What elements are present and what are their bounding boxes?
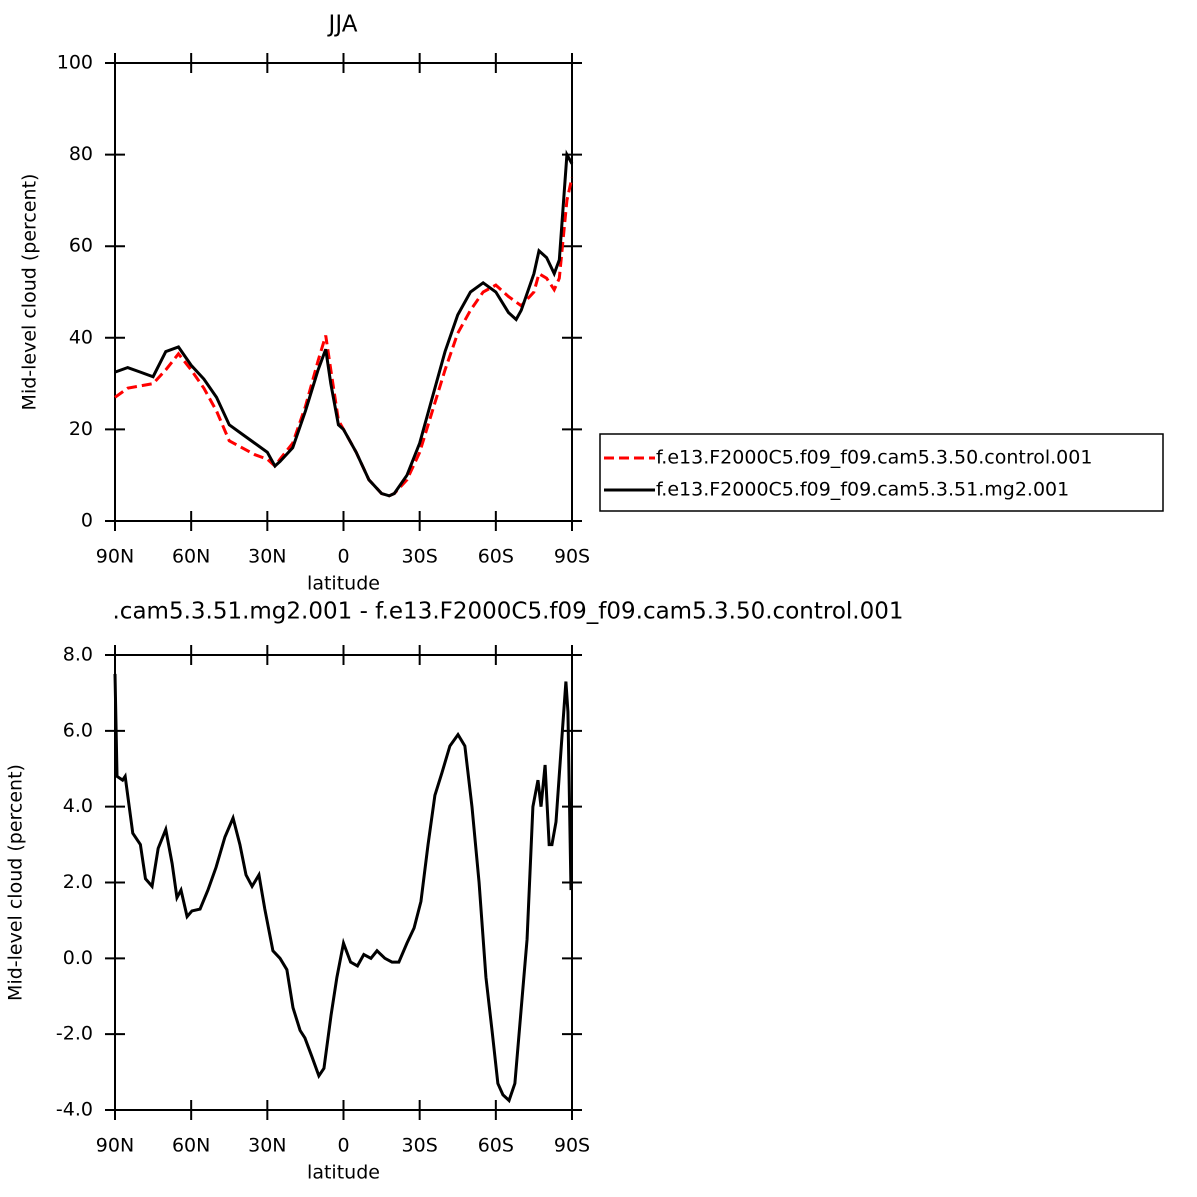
data-line (113, 673, 573, 1104)
chart-title: .cam5.3.51.mg2.001 - f.e13.F2000C5.f09_f… (112, 599, 903, 625)
x-tick-label: 90N (96, 546, 134, 568)
x-tick-label: 0 (337, 1135, 349, 1157)
y-tick-label: 0 (81, 510, 93, 532)
x-tick-label: 60S (478, 1135, 514, 1157)
data-line (114, 177, 574, 498)
x-tick-label: 30N (248, 546, 286, 568)
legend-label: f.e13.F2000C5.f09_f09.cam5.3.51.mg2.001 (656, 479, 1069, 501)
x-tick-label: 60N (172, 546, 210, 568)
y-tick-label: 60 (69, 235, 93, 257)
y-tick-label: 20 (69, 418, 93, 440)
x-axis-label: latitude (307, 573, 380, 595)
y-tick-label: -2.0 (56, 1023, 93, 1045)
y-tick-label: 2.0 (63, 871, 93, 893)
data-line (114, 149, 574, 498)
y-tick-label: 100 (57, 52, 93, 74)
plot-frame (114, 654, 573, 1111)
y-axis-label: Mid-level cloud (percent) (5, 764, 27, 1001)
x-axis-label: latitude (307, 1162, 380, 1184)
legend-box (599, 433, 1164, 512)
y-tick-label: 40 (69, 326, 93, 348)
plot-frame (114, 62, 573, 522)
x-tick-label: 60N (172, 1135, 210, 1157)
x-tick-label: 30S (402, 546, 438, 568)
y-tick-label: 4.0 (63, 795, 93, 817)
legend-label: f.e13.F2000C5.f09_f09.cam5.3.50.control.… (656, 447, 1092, 469)
y-tick-label: 6.0 (63, 719, 93, 741)
x-tick-label: 0 (337, 546, 349, 568)
x-tick-label: 30N (248, 1135, 286, 1157)
y-tick-label: 80 (69, 143, 93, 165)
x-tick-label: 60S (478, 546, 514, 568)
y-axis-label: Mid-level cloud (percent) (19, 174, 41, 411)
chart-title: JJA (327, 12, 358, 38)
x-tick-label: 90S (554, 546, 590, 568)
x-tick-label: 30S (402, 1135, 438, 1157)
x-tick-label: 90N (96, 1135, 134, 1157)
x-tick-label: 90S (554, 1135, 590, 1157)
y-tick-label: -4.0 (56, 1099, 93, 1121)
y-tick-label: 8.0 (63, 644, 93, 666)
y-tick-label: 0.0 (63, 947, 93, 969)
